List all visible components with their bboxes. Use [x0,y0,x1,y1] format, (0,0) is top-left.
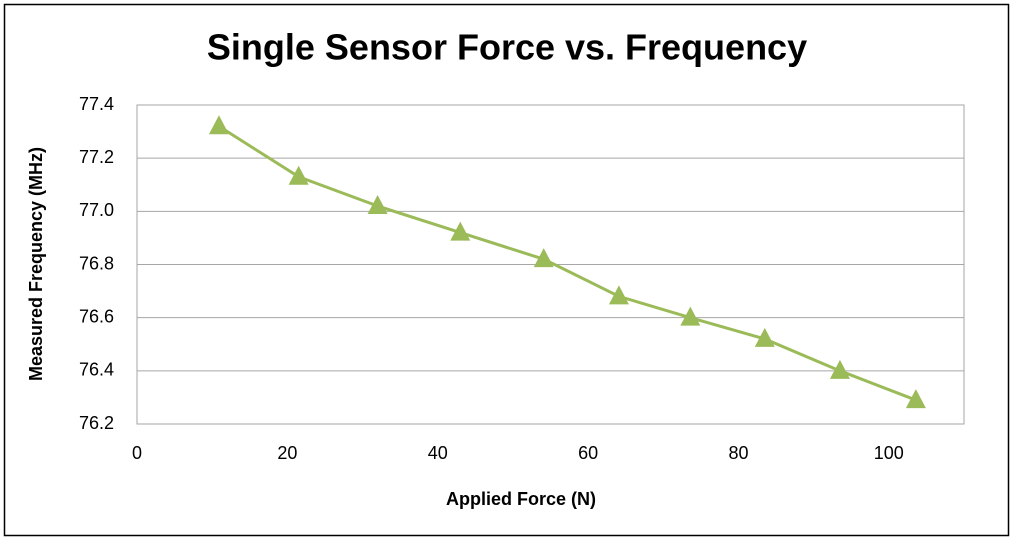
y-tick-label: 77.4 [79,94,114,114]
x-tick-label: 40 [428,443,448,463]
chart-border [3,3,1010,537]
y-tick-label: 77.0 [79,200,114,220]
data-marker [450,221,471,241]
data-marker [208,115,229,135]
data-marker [533,248,554,268]
x-tick-label: 80 [728,443,748,463]
x-tick-label: 60 [578,443,598,463]
y-axis-label: Measured Frequency (MHz) [26,147,46,381]
data-marker [754,327,775,347]
chart-title: Single Sensor Force vs. Frequency [207,27,807,68]
data-line [218,125,917,402]
data-marker [288,165,309,185]
y-tick-label: 77.2 [79,147,114,167]
y-tick-label: 76.6 [79,306,114,326]
y-tick-label: 76.8 [79,253,114,273]
x-tick-label: 100 [874,443,904,463]
y-tick-label: 76.4 [79,360,114,380]
data-marker [905,389,926,409]
plot-area [136,104,965,425]
x-tick-label: 20 [277,443,297,463]
data-marker [608,285,629,305]
x-axis-label: Applied Force (N) [446,489,596,509]
data-marker [367,195,388,215]
x-tick-label: 0 [132,443,142,463]
data-marker [829,359,850,379]
data-marker [680,306,701,326]
y-tick-label: 76.2 [79,413,114,433]
